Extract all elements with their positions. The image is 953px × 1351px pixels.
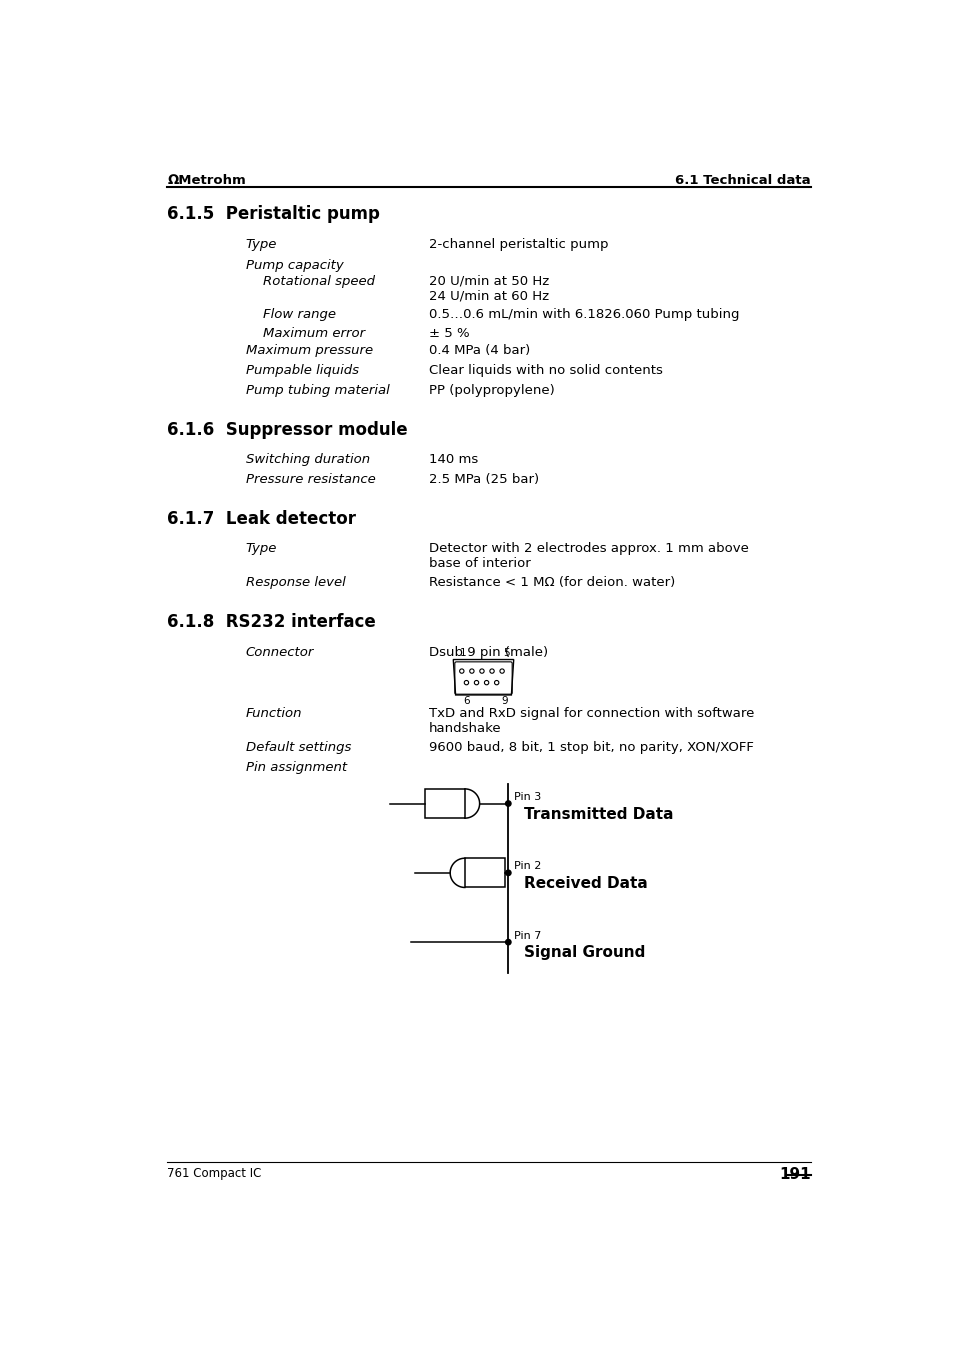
Text: Clear liquids with no solid contents: Clear liquids with no solid contents — [429, 363, 662, 377]
Text: 2-channel peristaltic pump: 2-channel peristaltic pump — [429, 238, 608, 250]
Text: 9600 baud, 8 bit, 1 stop bit, no parity, XON/XOFF: 9600 baud, 8 bit, 1 stop bit, no parity,… — [429, 742, 753, 754]
Text: 20 U/min at 50 Hz
24 U/min at 60 Hz: 20 U/min at 50 Hz 24 U/min at 60 Hz — [429, 274, 549, 303]
Text: 0.5…0.6 mL/min with 6.1826.060 Pump tubing: 0.5…0.6 mL/min with 6.1826.060 Pump tubi… — [429, 308, 739, 322]
Text: Resistance < 1 MΩ (for deion. water): Resistance < 1 MΩ (for deion. water) — [429, 577, 675, 589]
Circle shape — [505, 801, 511, 807]
Text: ΩMetrohm: ΩMetrohm — [167, 174, 246, 186]
Text: 1: 1 — [459, 648, 466, 658]
Text: 140 ms: 140 ms — [429, 453, 478, 466]
Text: 761 Compact IC: 761 Compact IC — [167, 1167, 261, 1179]
Text: 6.1 Technical data: 6.1 Technical data — [674, 174, 810, 186]
Text: 191: 191 — [778, 1167, 810, 1182]
Circle shape — [505, 939, 511, 944]
Text: Function: Function — [245, 708, 302, 720]
Text: Connector: Connector — [245, 646, 314, 659]
Text: PP (polypropylene): PP (polypropylene) — [429, 384, 555, 397]
Text: Pin 2: Pin 2 — [514, 862, 541, 871]
Circle shape — [505, 870, 511, 875]
Text: Dsub 9 pin (male): Dsub 9 pin (male) — [429, 646, 548, 659]
Text: TxD and RxD signal for connection with software
handshake: TxD and RxD signal for connection with s… — [429, 708, 754, 735]
Text: Type: Type — [245, 238, 276, 250]
Text: Rotational speed: Rotational speed — [262, 274, 375, 288]
Text: Pump capacity: Pump capacity — [245, 259, 343, 272]
Text: Pin assignment: Pin assignment — [245, 761, 346, 774]
Text: Pin 7: Pin 7 — [514, 931, 541, 940]
Text: 6.1.5  Peristaltic pump: 6.1.5 Peristaltic pump — [167, 205, 380, 223]
Text: Pin 3: Pin 3 — [514, 792, 541, 802]
Text: Signal Ground: Signal Ground — [523, 946, 644, 961]
Text: 6.1.6  Suppressor module: 6.1.6 Suppressor module — [167, 422, 408, 439]
Text: Detector with 2 electrodes approx. 1 mm above
base of interior: Detector with 2 electrodes approx. 1 mm … — [429, 543, 748, 570]
Text: Type: Type — [245, 543, 276, 555]
Text: Response level: Response level — [245, 577, 345, 589]
Text: Flow range: Flow range — [262, 308, 335, 322]
Text: 6.1.7  Leak detector: 6.1.7 Leak detector — [167, 511, 355, 528]
Text: Switching duration: Switching duration — [245, 453, 370, 466]
Text: Default settings: Default settings — [245, 742, 351, 754]
Text: Maximum error: Maximum error — [262, 327, 364, 340]
Text: 2.5 MPa (25 bar): 2.5 MPa (25 bar) — [429, 473, 538, 486]
Text: Received Data: Received Data — [523, 875, 647, 890]
Text: Pressure resistance: Pressure resistance — [245, 473, 375, 486]
Text: 6: 6 — [463, 697, 470, 707]
Text: 5: 5 — [502, 648, 509, 658]
Text: 0.4 MPa (4 bar): 0.4 MPa (4 bar) — [429, 345, 530, 357]
Text: 9: 9 — [501, 697, 508, 707]
Text: 6.1.8  RS232 interface: 6.1.8 RS232 interface — [167, 613, 375, 631]
Text: Maximum pressure: Maximum pressure — [245, 345, 373, 357]
Text: Transmitted Data: Transmitted Data — [523, 807, 673, 821]
Text: Pumpable liquids: Pumpable liquids — [245, 363, 358, 377]
Text: ± 5 %: ± 5 % — [429, 327, 470, 340]
Text: Pump tubing material: Pump tubing material — [245, 384, 389, 397]
